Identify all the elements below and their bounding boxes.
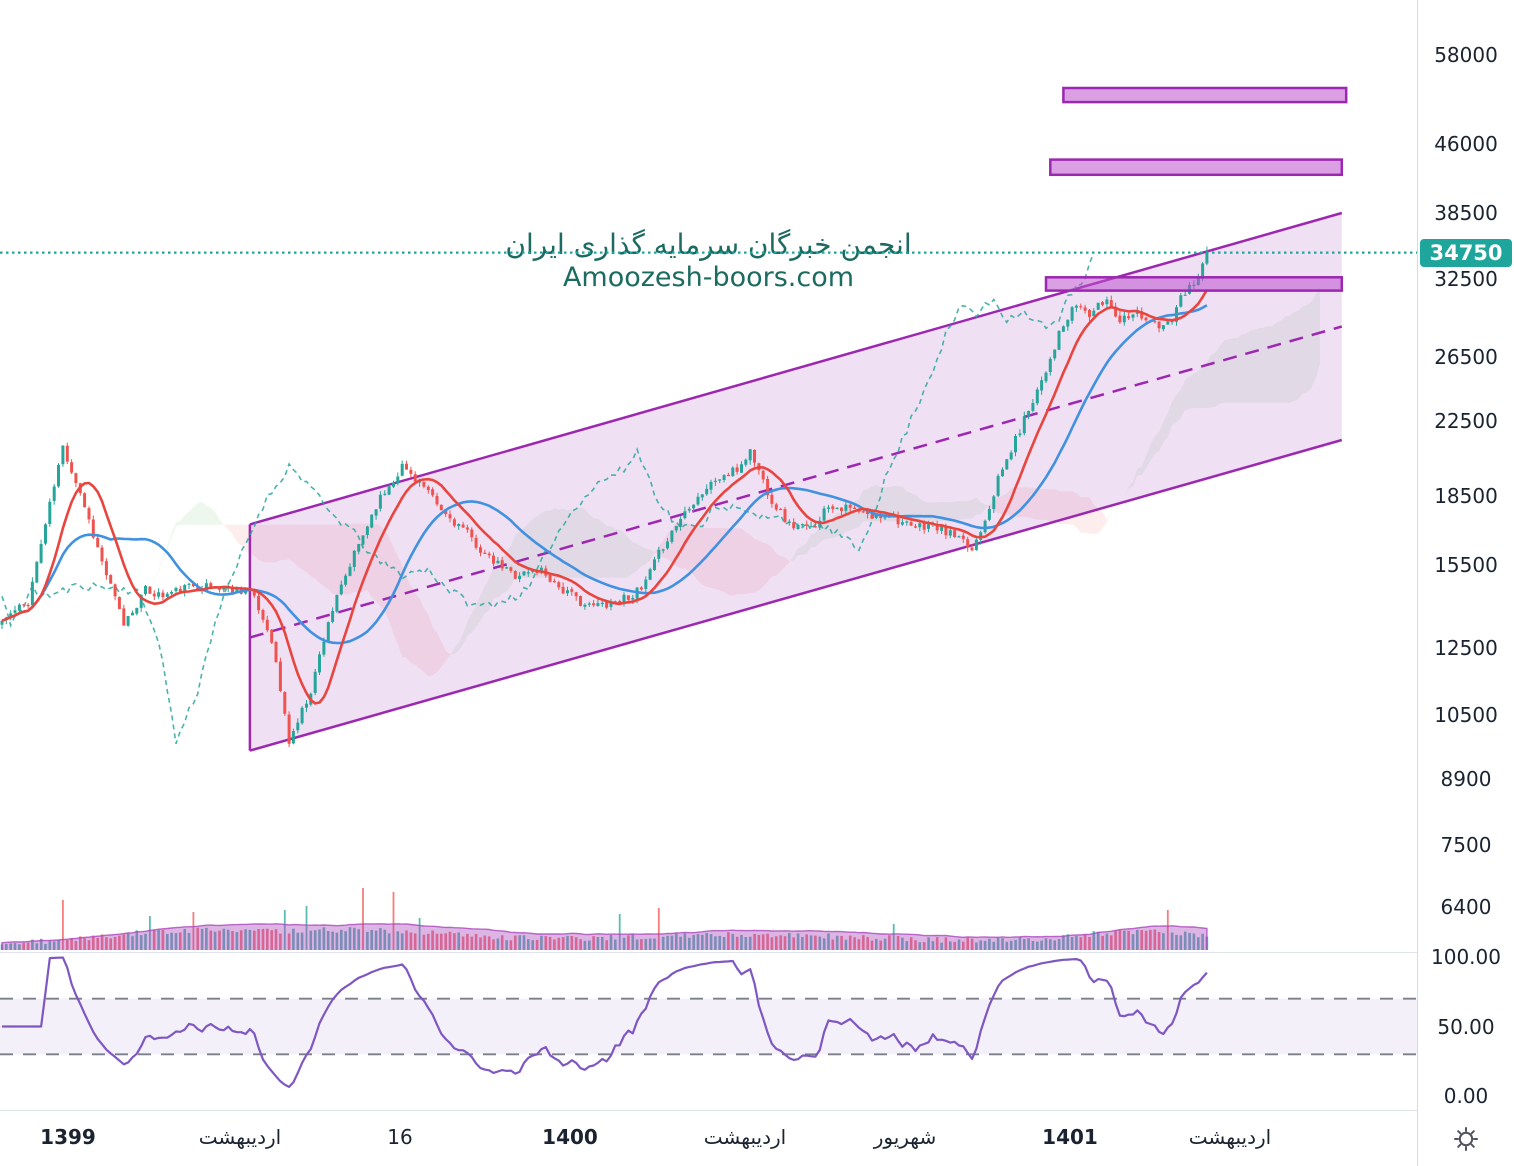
price-tick-label: 12500 [1434,635,1498,660]
time-tick-label: 16 [387,1125,413,1149]
price-tick-label: 32500 [1434,266,1498,291]
price-tick-label: 38500 [1434,201,1498,225]
oscillator-tick-label: 100.00 [1431,945,1501,969]
scale-settings-sun-icon[interactable] [1450,1123,1482,1155]
price-tick-label: 22500 [1434,408,1498,433]
time-tick-label: 1399 [40,1125,96,1149]
time-tick-label: شهریور [873,1125,937,1149]
price-scale[interactable]: 34750 58000 46000 38500 32500 26500 22500 1850… [1417,0,1514,1166]
current-price-badge: 34750 [1420,238,1512,267]
price-tick-label: 8900 [1440,767,1492,792]
axis-separator[interactable] [0,1110,1514,1111]
price-tick-label: 10500 [1434,703,1498,728]
price-tick-label: 7500 [1440,833,1492,858]
pane-separator[interactable] [0,952,1514,953]
main-chart-pane[interactable]: انجمن خبرگان سرمایه گذاری ایران Amoozesh… [0,0,1417,952]
time-tick-label: اردیبهشت [198,1125,282,1149]
time-tick-label: اردیبهشت [703,1125,787,1149]
oscillator-canvas[interactable] [0,953,1417,1110]
price-tick-label: 6400 [1440,894,1492,919]
oscillator-pane[interactable] [0,953,1417,1110]
oscillator-tick-label: 50.00 [1437,1014,1495,1039]
time-tick-label: اردیبهشت [1188,1125,1272,1149]
time-tick-label: 1401 [1042,1125,1098,1149]
time-axis[interactable]: 1399 اردیبهشت 16 1400 اردیبهشت شهریور 1401 اردی… [0,1111,1514,1166]
price-tick-label: 15500 [1434,552,1498,577]
price-tick-label: 26500 [1434,345,1498,370]
price-tick-label: 58000 [1434,42,1498,67]
oscillator-tick-label: 0.00 [1443,1084,1489,1108]
price-tick-label: 18500 [1434,484,1498,509]
price-chart-canvas[interactable] [0,0,1417,952]
axis-corner [1417,1111,1514,1166]
time-tick-label: 1400 [542,1125,598,1149]
price-tick-label: 46000 [1434,132,1498,157]
